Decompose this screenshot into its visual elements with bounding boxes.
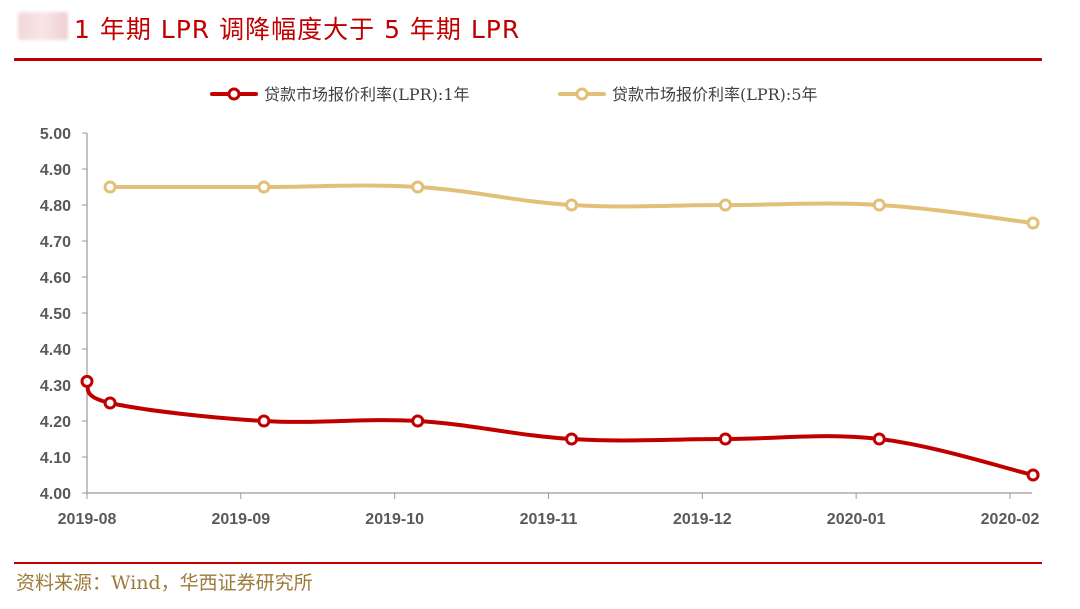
data-point xyxy=(718,432,732,446)
x-tick-label: 2019-11 xyxy=(520,511,578,528)
y-tick-label: 4.40 xyxy=(40,342,71,359)
x-tick-label: 2020-02 xyxy=(981,511,1040,528)
x-axis: 2019-08 2019-09 2019-10 2019-11 2019-12 2020-… xyxy=(58,492,1040,528)
x-tick-label: 2019-12 xyxy=(673,511,732,528)
legend-label: 贷款市场报价利率(LPR):5年 xyxy=(612,85,818,104)
y-tick-label: 4.80 xyxy=(40,198,71,215)
y-tick-label: 4.10 xyxy=(40,450,71,467)
series-line xyxy=(85,379,1036,477)
data-point xyxy=(872,198,886,212)
data-point xyxy=(1026,468,1040,482)
chart-title: 1 年期 LPR 调降幅度大于 5 年期 LPR xyxy=(74,15,521,44)
source-note: 资料来源：Wind，华西证券研究所 xyxy=(16,572,313,594)
data-point xyxy=(103,396,117,410)
data-point xyxy=(565,198,579,212)
data-point xyxy=(103,180,117,194)
y-axis: 4.00 4.10 4.20 4.30 4.40 4.50 4.60 4.70 4.80 4.90… xyxy=(40,126,88,503)
line-chart: 贷款市场报价利率(LPR):1年 贷款市场报价利率(LPR):5年 4.00 4.1… xyxy=(40,85,1040,528)
y-tick-label: 4.00 xyxy=(40,486,71,503)
x-tick-label: 2019-08 xyxy=(58,511,117,528)
y-tick-label: 4.60 xyxy=(40,270,71,287)
series-1y xyxy=(80,374,1040,482)
data-point xyxy=(411,180,425,194)
series-5y xyxy=(103,180,1040,230)
x-tick-label: 2020-01 xyxy=(827,511,886,528)
legend: 贷款市场报价利率(LPR):1年 贷款市场报价利率(LPR):5年 xyxy=(210,85,818,104)
legend-item-1y: 贷款市场报价利率(LPR):1年 xyxy=(210,85,470,104)
y-tick-label: 4.70 xyxy=(40,234,71,251)
y-tick-label: 4.90 xyxy=(40,162,71,179)
data-point xyxy=(257,180,271,194)
data-point xyxy=(718,198,732,212)
y-tick-label: 5.00 xyxy=(40,126,71,143)
x-tick-label: 2019-10 xyxy=(365,511,424,528)
data-point xyxy=(1026,216,1040,230)
y-tick-label: 4.20 xyxy=(40,414,71,431)
top-rule xyxy=(14,58,1042,61)
data-point xyxy=(411,414,425,428)
legend-swatch-marker xyxy=(575,87,589,101)
data-point xyxy=(872,432,886,446)
blurred-logo xyxy=(18,12,68,40)
y-tick-label: 4.30 xyxy=(40,378,71,395)
legend-item-5y: 贷款市场报价利率(LPR):5年 xyxy=(558,85,818,104)
data-point xyxy=(257,414,271,428)
data-point xyxy=(565,432,579,446)
y-tick-label: 4.50 xyxy=(40,306,71,323)
legend-label: 贷款市场报价利率(LPR):1年 xyxy=(264,85,470,104)
series-layer xyxy=(80,180,1040,482)
x-tick-label: 2019-09 xyxy=(211,511,270,528)
data-point xyxy=(80,374,94,388)
bottom-rule xyxy=(14,562,1042,564)
legend-swatch-marker xyxy=(227,87,241,101)
